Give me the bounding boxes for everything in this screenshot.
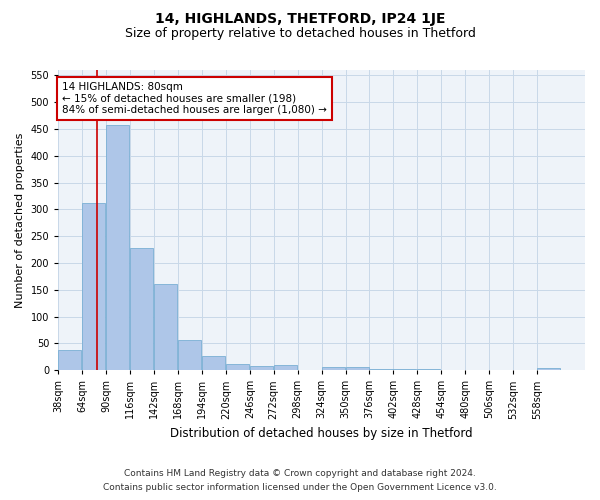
Bar bbox=[106, 124, 129, 370]
Bar bbox=[202, 356, 225, 370]
Text: Contains HM Land Registry data © Crown copyright and database right 2024.: Contains HM Land Registry data © Crown c… bbox=[124, 468, 476, 477]
Bar bbox=[154, 284, 177, 370]
Bar bbox=[370, 369, 392, 370]
Text: Size of property relative to detached houses in Thetford: Size of property relative to detached ho… bbox=[125, 28, 475, 40]
Bar bbox=[322, 368, 344, 370]
Bar bbox=[82, 203, 105, 370]
Bar bbox=[346, 367, 368, 370]
Text: 14 HIGHLANDS: 80sqm
← 15% of detached houses are smaller (198)
84% of semi-detac: 14 HIGHLANDS: 80sqm ← 15% of detached ho… bbox=[62, 82, 327, 115]
Text: Contains public sector information licensed under the Open Government Licence v3: Contains public sector information licen… bbox=[103, 484, 497, 492]
Bar bbox=[58, 350, 81, 370]
Bar bbox=[394, 368, 416, 370]
Bar bbox=[418, 369, 440, 370]
Bar bbox=[130, 248, 153, 370]
X-axis label: Distribution of detached houses by size in Thetford: Distribution of detached houses by size … bbox=[170, 427, 473, 440]
Y-axis label: Number of detached properties: Number of detached properties bbox=[15, 132, 25, 308]
Bar bbox=[274, 365, 297, 370]
Bar bbox=[250, 366, 273, 370]
Bar bbox=[226, 364, 249, 370]
Bar bbox=[537, 368, 560, 370]
Bar bbox=[178, 340, 201, 370]
Text: 14, HIGHLANDS, THETFORD, IP24 1JE: 14, HIGHLANDS, THETFORD, IP24 1JE bbox=[155, 12, 445, 26]
